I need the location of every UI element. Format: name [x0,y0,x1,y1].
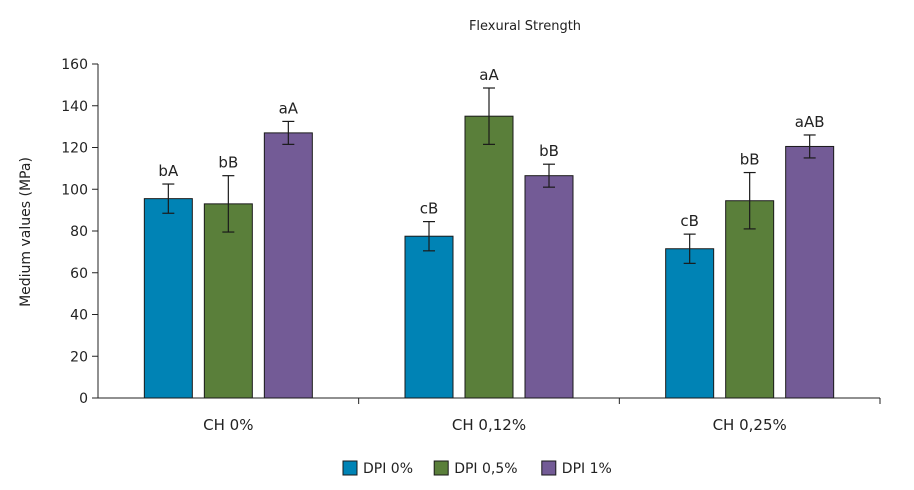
significance-label: bB [740,151,760,169]
x-category-label: CH 0,12% [452,416,526,434]
legend-label: DPI 0% [363,461,413,477]
bar [725,200,775,399]
significance-label: bA [158,162,179,180]
y-tick-label: 20 [70,349,88,365]
y-tick-label: 120 [61,141,88,157]
y-tick-label: 140 [61,99,88,115]
legend-swatch [433,460,449,476]
significance-label: aA [279,99,299,117]
chart-title: Flexural Strength [469,19,581,34]
bar [464,115,514,399]
y-tick-label: 40 [70,308,88,324]
bar [404,235,454,399]
y-tick-label: 100 [61,182,88,198]
legend-label: DPI 0,5% [454,461,517,477]
bar [665,248,715,399]
significance-label: cB [420,200,439,218]
bar [785,145,835,399]
y-tick-label: 160 [61,57,88,73]
significance-label: bB [218,154,238,172]
bar [524,175,574,399]
y-tick-label: 0 [79,391,88,407]
y-tick-label: 60 [70,266,88,282]
y-axis-label: Medium values (MPa) [18,157,34,307]
significance-label: cB [680,212,699,230]
legend-swatch [342,460,358,476]
significance-label: bB [539,142,559,160]
significance-label: aAB [795,113,825,131]
x-category-label: CH 0,25% [713,416,787,434]
significance-label: aA [479,66,499,84]
x-category-label: CH 0% [203,416,253,434]
legend-label: DPI 1% [562,461,612,477]
bar [263,132,313,399]
bar [143,198,193,399]
bar [203,203,253,399]
legend-swatch [541,460,557,476]
y-tick-label: 80 [70,224,88,240]
plot-area: 0 20 40 60 80 100 120 140 160 CH 0% bA bB aA CH 0,12%… [61,57,881,434]
legend: DPI 0% DPI 0,5% DPI 1% [342,460,612,477]
